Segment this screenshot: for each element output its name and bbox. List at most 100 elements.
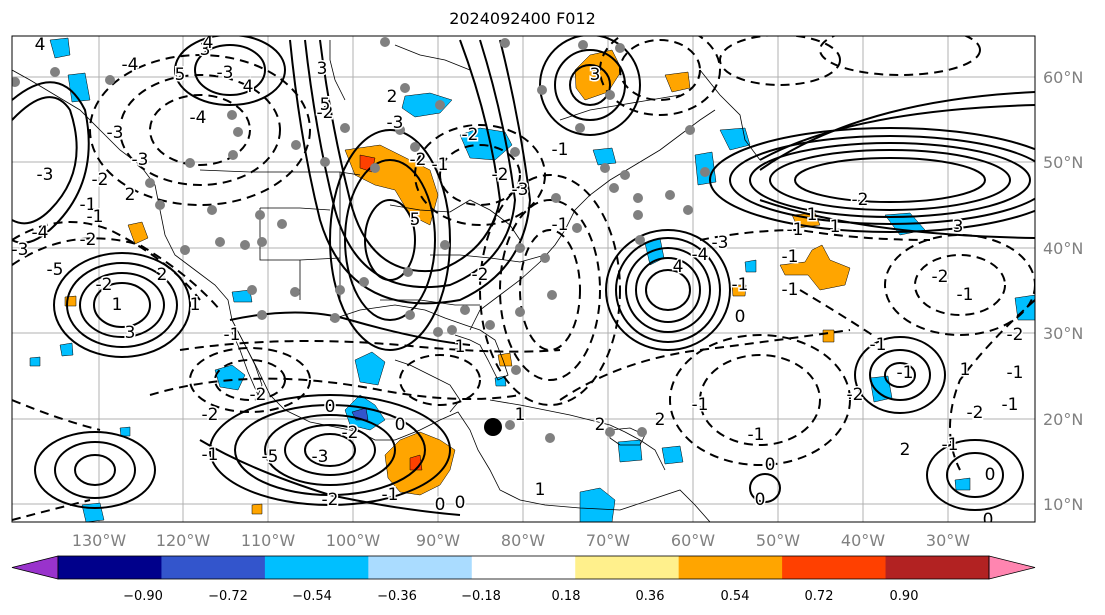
lat-label-60n: 60°N xyxy=(1043,68,1083,87)
colorbar-tick: −0.18 xyxy=(461,589,501,604)
contour-label: 1 xyxy=(455,337,466,357)
contour-label: 4 xyxy=(203,33,214,53)
lon-label-120w: 120°W xyxy=(156,531,211,550)
contours-solid xyxy=(12,36,1035,516)
contour-label: 0 xyxy=(735,307,746,327)
contour-label: -2 xyxy=(250,385,267,405)
colorbar-tick: −0.72 xyxy=(208,589,248,604)
colorbar-segment xyxy=(161,556,266,579)
contour-label: 3 xyxy=(125,323,136,343)
colorbar-ticks: −0.90 −0.72 −0.54 −0.36 −0.18 0.18 0.36 … xyxy=(123,589,918,604)
contour-label: -2 xyxy=(202,405,219,425)
contour-label: -2 xyxy=(80,230,97,250)
contour-label: 2 xyxy=(387,87,398,107)
contour-label: -1 xyxy=(787,220,804,240)
contour-label: -3 xyxy=(387,113,404,133)
colorbar-segment xyxy=(471,556,576,579)
contour-label: -2 xyxy=(410,150,427,170)
colorbar xyxy=(11,555,1036,580)
colorbar-extend-low xyxy=(11,555,59,580)
map-frame xyxy=(11,35,1036,523)
contour-label: 0 xyxy=(985,465,996,485)
contour-label: -1 xyxy=(202,445,219,465)
colorbar-tick: −0.90 xyxy=(123,589,163,604)
contour-label: 0 xyxy=(325,397,336,417)
contour-label: -3 xyxy=(217,63,234,83)
colorbar-tick: 0.54 xyxy=(721,589,750,604)
colorbar-tick: −0.54 xyxy=(292,589,332,604)
observation-dots xyxy=(12,37,710,443)
lon-label-90w: 90°W xyxy=(416,531,460,550)
contour-label: -2 xyxy=(852,190,869,210)
contour-label: 1 xyxy=(112,295,123,315)
longitude-labels: 130°W 120°W 110°W 100°W 90°W 80°W 70°W 6… xyxy=(72,531,970,550)
contour-label: -1 xyxy=(782,280,799,300)
colorbar-frame xyxy=(57,555,990,580)
colorbar-segment xyxy=(885,556,990,579)
contour-label: -3 xyxy=(12,240,29,260)
contour-label: 0 xyxy=(765,455,776,475)
contour-label: 4 xyxy=(35,35,46,55)
colorbar-segment xyxy=(575,556,680,579)
contour-label: 3 xyxy=(953,217,964,237)
lat-label-10n: 10°N xyxy=(1043,495,1083,514)
current-position-marker xyxy=(484,418,502,436)
lon-label-30w: 30°W xyxy=(926,531,970,550)
lon-label-60w: 60°W xyxy=(671,531,715,550)
contour-label: -3 xyxy=(712,233,729,253)
contour-label: 2 xyxy=(595,415,606,435)
colorbar-tick: 0.90 xyxy=(890,589,919,604)
contour-label: -1 xyxy=(1007,363,1024,383)
colorbar-segment xyxy=(58,556,162,579)
contour-label: -3 xyxy=(312,447,329,467)
contour-label: 0 xyxy=(455,493,466,513)
contour-label: 1 xyxy=(515,405,526,425)
colorbar-segment xyxy=(678,556,783,579)
contour-label: 1 xyxy=(535,480,546,500)
contour-label: -3 xyxy=(132,150,149,170)
lon-label-110w: 110°W xyxy=(241,531,296,550)
contour-label: -2 xyxy=(322,490,339,510)
lat-label-30n: 30°N xyxy=(1043,324,1083,343)
contour-label: -2 xyxy=(1007,325,1024,345)
contour-label: -1 xyxy=(897,363,914,383)
contour-label: -2 xyxy=(472,265,489,285)
contour-label: -1 xyxy=(224,325,241,345)
contour-label: -2 xyxy=(96,275,113,295)
contour-label: -2 xyxy=(317,103,334,123)
contour-label: 1 xyxy=(960,360,971,380)
contour-label: 2 xyxy=(157,265,168,285)
contour-label: 2 xyxy=(125,185,136,205)
contour-label: 1 xyxy=(190,295,201,315)
contour-label: -4 xyxy=(122,55,139,75)
colorbar-extend-high xyxy=(988,555,1036,580)
contour-label: -4 xyxy=(692,245,709,265)
lon-label-50w: 50°W xyxy=(756,531,800,550)
contour-label: -3 xyxy=(107,123,124,143)
contour-label: -2 xyxy=(342,423,359,443)
contour-label: -1 xyxy=(80,195,97,215)
map-title: 2024092400 F012 xyxy=(449,9,596,28)
contour-label: -1 xyxy=(732,275,749,295)
lon-label-100w: 100°W xyxy=(326,531,381,550)
lon-label-130w: 130°W xyxy=(72,531,127,550)
contour-label: 1 xyxy=(830,217,841,237)
colorbar-segment xyxy=(368,556,473,579)
contour-label: -1 xyxy=(782,247,799,267)
contour-label: -1 xyxy=(870,335,887,355)
contour-label: 3 xyxy=(317,59,328,79)
contour-label: 2 xyxy=(900,440,911,460)
contour-label: 0 xyxy=(755,490,766,510)
contour-label: 3 xyxy=(200,40,211,60)
contour-label: -1 xyxy=(1002,395,1019,415)
contour-label: -5 xyxy=(47,260,64,280)
colorbar-segment xyxy=(264,556,369,579)
contour-label: 0 xyxy=(395,415,406,435)
contour-label: -4 xyxy=(190,108,207,128)
contour-label: -2 xyxy=(932,267,949,287)
lon-label-40w: 40°W xyxy=(841,531,885,550)
contour-label: -1 xyxy=(957,285,974,305)
contour-label: -1 xyxy=(692,395,709,415)
lon-label-80w: 80°W xyxy=(501,531,545,550)
